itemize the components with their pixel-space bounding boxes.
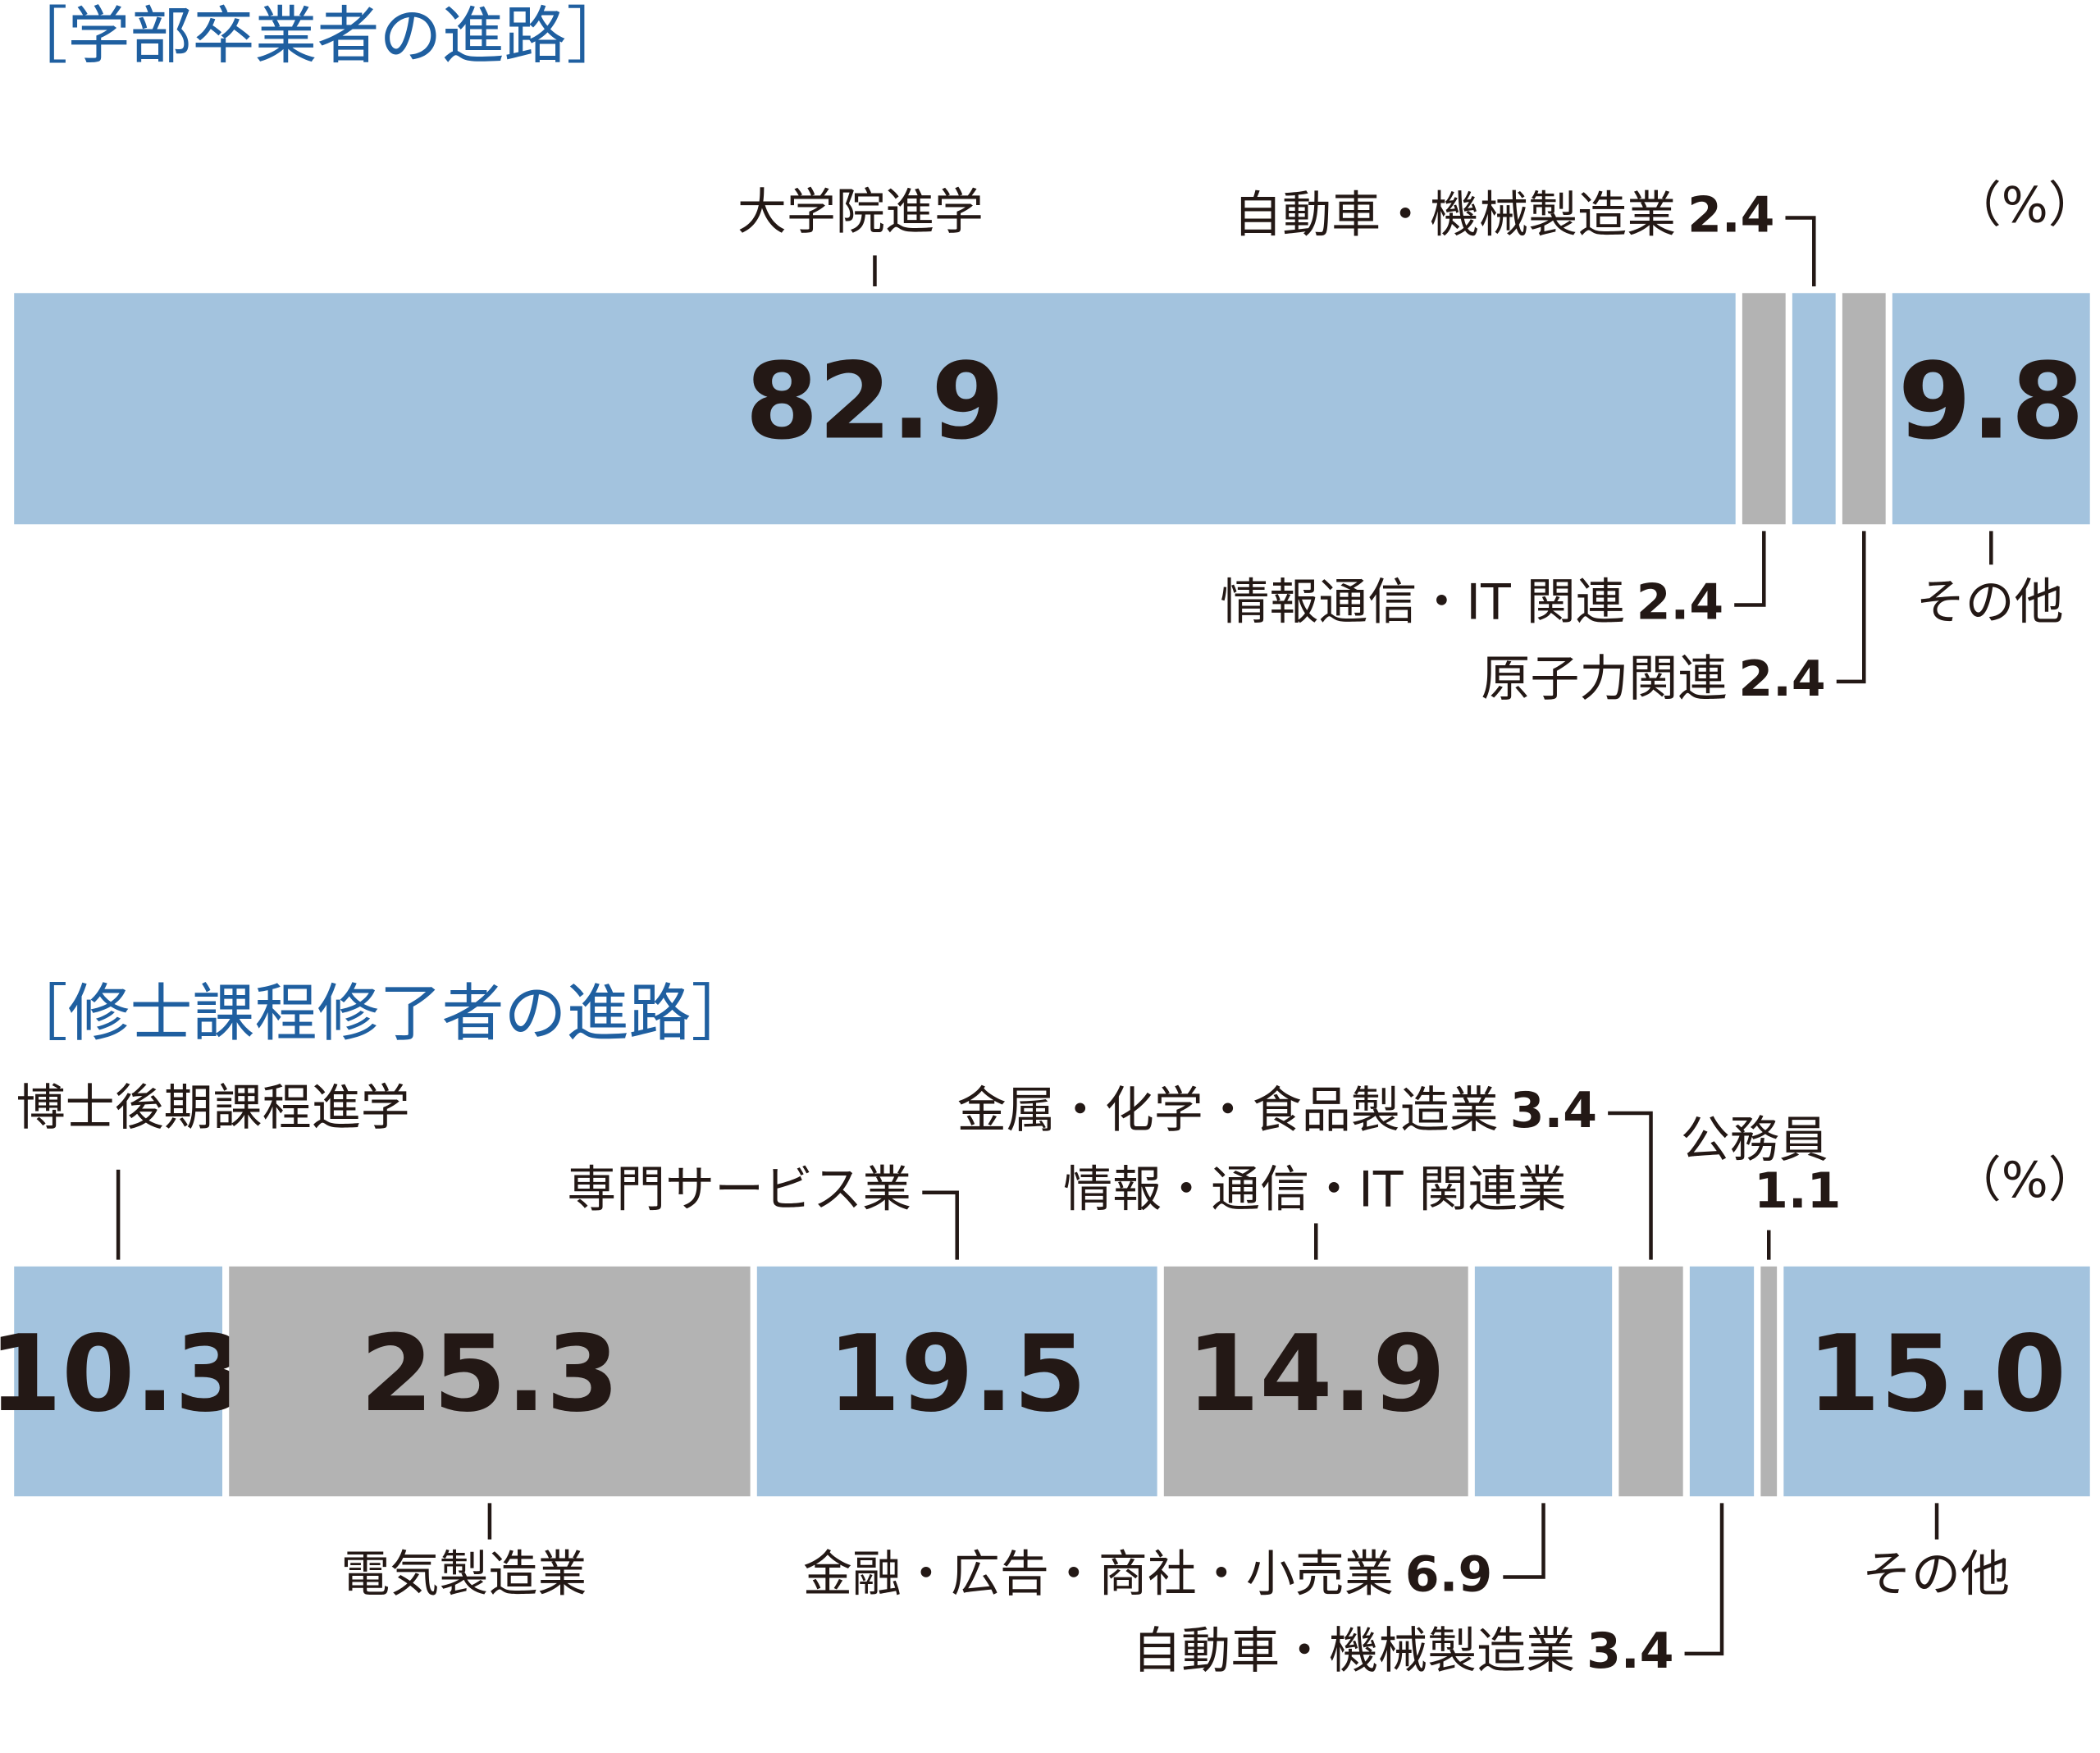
bar-segment (1742, 293, 1786, 525)
segment-label: その他 (1916, 573, 2064, 631)
connector (1734, 531, 1766, 607)
value-label: 15.0 (1807, 1313, 2066, 1436)
connector (922, 1190, 959, 1260)
segment-name: 大学院進学 (737, 184, 984, 241)
value-label: 82.9 (746, 340, 1005, 463)
bar-segment (1474, 1266, 1613, 1497)
segment-label: 公務員 (1681, 1112, 1828, 1169)
segment-name: 自動車・機械製造業 (1233, 186, 1676, 244)
segment-name: その他 (1916, 573, 2064, 631)
connector (1684, 1503, 1724, 1656)
segment-name: 情報・通信・IT 関連業 (1063, 1161, 1566, 1218)
segment-label: その他 (1862, 1545, 2010, 1603)
value-label: 2.4 (1687, 186, 1774, 244)
segment-label: 自動車・機械製造業 3.4 (1132, 1622, 1673, 1679)
segment-name: 金融・広告・商社・小売業 (803, 1545, 1394, 1603)
bar-segment (1792, 293, 1836, 525)
value-label: 3.4 (1510, 1082, 1597, 1139)
segment-name: 原子力関連 (1481, 651, 1727, 708)
connector (1785, 216, 1816, 287)
value-label: 25.3 (360, 1313, 619, 1436)
segment-label: 金属・化学・食品製造業 3.4 (957, 1082, 1597, 1139)
segment-name: 情報通信・IT 関連 (1220, 573, 1624, 631)
segment-name: 金属・化学・食品製造業 (957, 1082, 1499, 1139)
segment-name: 博士後期課程進学 (16, 1079, 410, 1136)
value-label: 1.1 (1754, 1162, 1841, 1220)
segment-label: 情報通信・IT 関連 2.4 (1220, 573, 1723, 631)
bar-segment (1892, 293, 2090, 525)
segment-label: 大学院進学 (737, 184, 984, 241)
bar-segment (1842, 293, 1886, 525)
unit-label: （%） (1952, 177, 2098, 235)
chart-title: ［修士課程修了者の進路］ (6, 977, 754, 1050)
connector (1608, 1111, 1653, 1260)
segment-name: 公務員 (1681, 1112, 1828, 1169)
bar-segment (756, 1266, 1157, 1497)
bar-segment (229, 1266, 751, 1497)
segment-name: その他 (1862, 1545, 2010, 1603)
bar-segment (1689, 1266, 1755, 1497)
segment-label: 電気製造業 (340, 1545, 587, 1603)
segment-label: 博士後期課程進学 (16, 1079, 410, 1136)
bar-segment (1783, 1266, 2090, 1497)
connector (1836, 531, 1866, 684)
value-label: 14.9 (1186, 1313, 1445, 1436)
segment-label: 原子力関連 2.4 (1481, 651, 1825, 708)
value-label: 19.5 (828, 1313, 1087, 1436)
unit-label: （%） (1952, 1152, 2098, 1209)
segment-name: 専門サービス業 (567, 1161, 911, 1218)
value-label: 6.9 (1405, 1545, 1492, 1603)
bar-segment (1618, 1266, 1683, 1497)
segment-label: 自動車・機械製造業 2.4 (1233, 186, 1774, 244)
value-label: 3.4 (1586, 1622, 1673, 1679)
value-label: 2.4 (1738, 651, 1825, 708)
segment-label: 専門サービス業 (567, 1161, 911, 1218)
value-label: 9.8 (1898, 340, 2084, 463)
bar-segment (1163, 1266, 1468, 1497)
bar-segment (14, 293, 1736, 525)
segment-label: 金融・広告・商社・小売業 6.9 (803, 1545, 1492, 1603)
bar-segment (1760, 1266, 1778, 1497)
value-label: 2.4 (1637, 573, 1723, 631)
value-label: 10.3 (0, 1313, 248, 1436)
segment-name: 電気製造業 (340, 1545, 587, 1603)
chart-title: ［学部卒業者の進路］ (6, 0, 629, 72)
segment-label: 情報・通信・IT 関連業 (1063, 1161, 1566, 1218)
connector (1503, 1503, 1545, 1579)
bar-segment (14, 1266, 223, 1497)
segment-name: 自動車・機械製造業 (1132, 1622, 1575, 1679)
